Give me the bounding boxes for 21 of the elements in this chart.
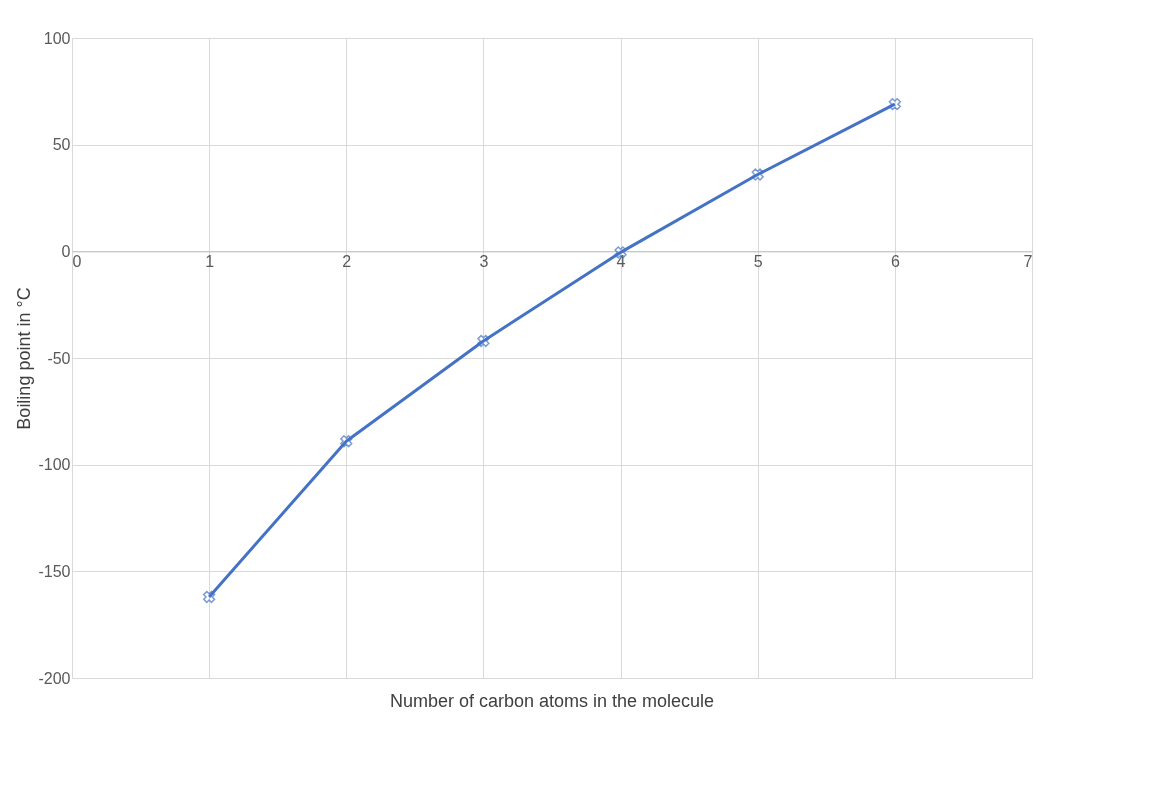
x-tick-label: 1: [205, 252, 215, 270]
x-tick-label: 3: [479, 252, 489, 270]
y-tick-label: 100: [43, 29, 71, 47]
y-axis-title: Boiling point in °C: [14, 287, 35, 430]
x-tick-label: 5: [753, 252, 763, 270]
x-tick-label: 0: [72, 252, 82, 270]
point: [202, 590, 216, 604]
x-tick-label: 7: [1023, 252, 1033, 270]
point: [477, 334, 490, 348]
y-tick-label: -50: [47, 349, 71, 367]
y-tick-label: -200: [38, 669, 71, 687]
y-tick-label: -150: [38, 562, 71, 580]
x-axis-title: Number of carbon atoms in the molecule: [389, 691, 715, 711]
x-tick-label: 4: [616, 252, 626, 270]
point: [340, 435, 353, 448]
point: [888, 97, 902, 111]
point: [751, 168, 764, 181]
y-tick-label: 50: [52, 136, 71, 154]
y-tick-label: -100: [38, 456, 71, 474]
x-tick-label: 6: [890, 252, 900, 270]
x-tick-label: 2: [342, 252, 352, 270]
